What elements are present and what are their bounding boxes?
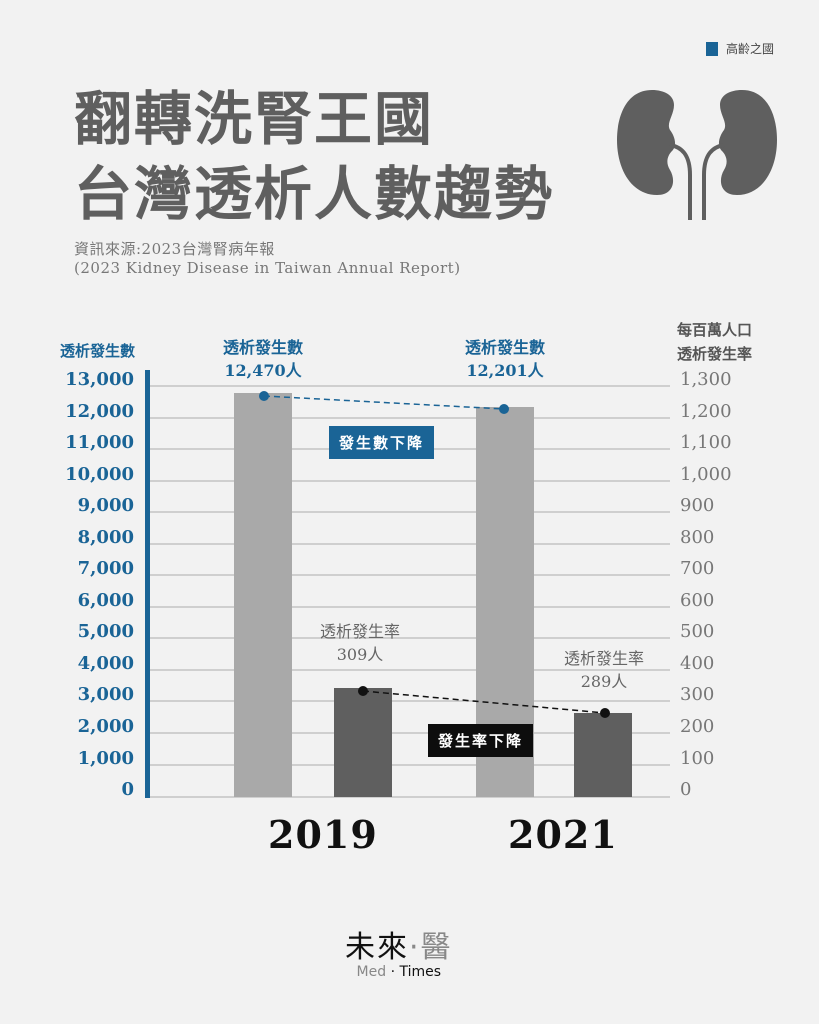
left-tick: 5,000 — [77, 621, 134, 642]
logo-chinese: 未來·醫 — [345, 922, 453, 966]
right-tick: 400 — [680, 653, 715, 674]
page-title-line1: 翻轉洗腎王國 — [74, 85, 435, 153]
left-axis-title: 透析發生數 — [60, 342, 136, 360]
right-tick: 1,100 — [680, 432, 732, 453]
left-axis-line — [145, 370, 150, 798]
right-tick: 500 — [680, 621, 715, 642]
right-tick: 700 — [680, 558, 715, 579]
label-title: 透析發生數 — [222, 338, 303, 357]
gridline — [150, 637, 670, 639]
right-axis-title-line1: 每百萬人口 — [677, 321, 753, 339]
right-axis-title-line2: 透析發生率 — [677, 345, 753, 363]
gridline — [150, 669, 670, 671]
logo-en-times: Times — [399, 964, 442, 980]
left-tick: 0 — [121, 779, 134, 800]
right-tick: 200 — [680, 716, 715, 737]
gridline — [150, 732, 670, 734]
label-value: 12,470人 — [224, 361, 302, 380]
gridline — [150, 417, 670, 419]
right-tick: 0 — [680, 779, 692, 800]
gridline — [150, 511, 670, 513]
label-title: 透析發生率 — [319, 622, 400, 641]
left-tick: 11,000 — [65, 432, 134, 453]
gridline — [150, 385, 670, 387]
logo-en-med: Med — [356, 964, 387, 980]
left-tick: 9,000 — [77, 495, 134, 516]
year-label-2021: 2021 — [508, 812, 618, 857]
right-tick: 800 — [680, 527, 715, 548]
gridline — [150, 480, 670, 482]
x-axis-baseline — [150, 796, 670, 798]
label-count-2019: 透析發生數 12,470人 — [203, 336, 323, 382]
logo-cn-dot: · — [409, 930, 421, 965]
right-tick: 300 — [680, 684, 715, 705]
gridline — [150, 606, 670, 608]
left-tick: 4,000 — [77, 653, 134, 674]
label-title: 透析發生率 — [563, 649, 644, 668]
label-title: 透析發生數 — [464, 338, 545, 357]
label-value: 12,201人 — [466, 361, 544, 380]
left-tick: 3,000 — [77, 684, 134, 705]
left-tick: 1,000 — [77, 748, 134, 769]
left-tick: 8,000 — [77, 527, 134, 548]
left-tick: 6,000 — [77, 590, 134, 611]
left-tick: 7,000 — [77, 558, 134, 579]
label-value: 289人 — [580, 672, 628, 691]
tag-label: 高齡之國 — [726, 42, 775, 56]
right-tick: 1,300 — [680, 369, 732, 390]
source-line2: (2023 Kidney Disease in Taiwan Annual Re… — [74, 259, 461, 277]
gridline — [150, 543, 670, 545]
right-tick: 1,200 — [680, 401, 732, 422]
left-tick: 2,000 — [77, 716, 134, 737]
bar-rate-2019 — [334, 688, 392, 797]
logo-cn-end: 醫 — [420, 930, 453, 965]
tag-square-icon — [706, 41, 718, 56]
left-tick: 13,000 — [65, 369, 134, 390]
right-tick: 900 — [680, 495, 715, 516]
source-line1: 資訊來源:2023台灣腎病年報 — [74, 240, 275, 258]
label-value: 309人 — [336, 645, 384, 664]
callout-count-decrease: 發生數下降 — [329, 426, 435, 459]
category-tag: 高齡之國 — [706, 40, 774, 57]
callout-rate-decrease: 發生率下降 — [428, 724, 534, 757]
kidney-icon — [617, 90, 777, 220]
right-tick: 1,000 — [680, 464, 732, 485]
year-label-2019: 2019 — [268, 812, 378, 857]
page-title-line2: 台灣透析人數趨勢 — [74, 160, 555, 228]
gridline — [150, 764, 670, 766]
bar-count-2019 — [234, 393, 292, 797]
medtimes-logo: 未來·醫 Med · Times — [345, 922, 453, 980]
right-axis-title: 每百萬人口 透析發生率 — [677, 318, 752, 366]
gridline — [150, 700, 670, 702]
right-tick: 600 — [680, 590, 715, 611]
label-count-2021: 透析發生數 12,201人 — [445, 336, 565, 382]
bar-rate-2021 — [574, 713, 632, 797]
logo-english: Med · Times — [345, 964, 453, 980]
right-tick: 100 — [680, 748, 715, 769]
logo-en-dot: · — [390, 964, 396, 980]
label-rate-2021: 透析發生率 289人 — [544, 647, 664, 693]
left-tick: 12,000 — [65, 401, 134, 422]
gridline — [150, 574, 670, 576]
label-rate-2019: 透析發生率 309人 — [300, 620, 420, 666]
logo-cn-main: 未來 — [345, 930, 409, 965]
left-tick: 10,000 — [65, 464, 134, 485]
